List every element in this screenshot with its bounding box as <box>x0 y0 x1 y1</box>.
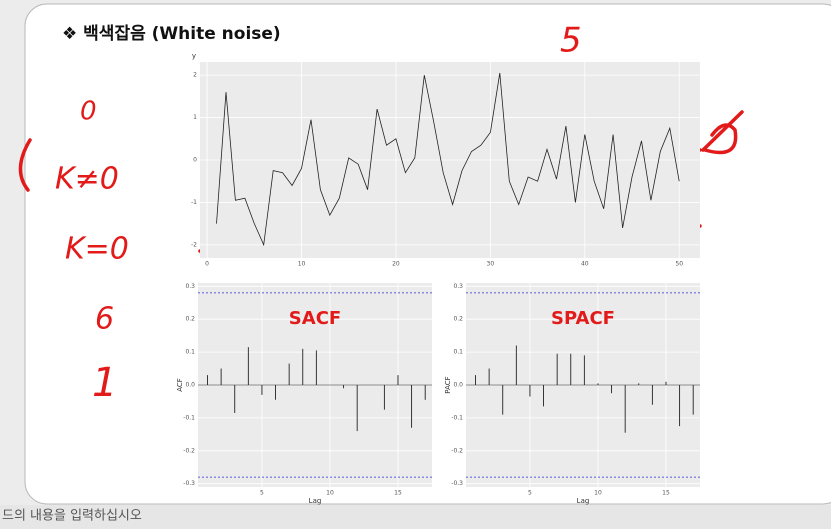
x-tick-label: 0 <box>205 261 209 268</box>
y-tick-label: -0.2 <box>451 447 463 454</box>
x-tick-label: 30 <box>487 261 495 268</box>
y-tick-label: 0.1 <box>185 349 195 356</box>
x-tick-label: 50 <box>675 261 683 268</box>
y-tick-label: -0.3 <box>183 480 195 487</box>
footer: 드의 내용을 입력하십시오 <box>2 509 142 524</box>
overlay-label: SPACF <box>551 308 615 329</box>
x-tick-label: 40 <box>581 261 589 268</box>
annotation: 1 <box>92 360 117 406</box>
x-tick-label: 5 <box>260 490 264 497</box>
y-axis-label: ACF <box>176 378 184 392</box>
line-series <box>216 72 680 247</box>
overlay-label: SACF <box>289 308 341 329</box>
y-tick-label: 0.0 <box>185 382 195 389</box>
y-tick-label: -0.3 <box>451 480 463 487</box>
y-tick-label: 0.2 <box>453 316 463 323</box>
annotation: 6 <box>95 302 114 337</box>
y-tick-label: 0.2 <box>185 316 195 323</box>
x-tick-label: 10 <box>298 261 306 268</box>
x-tick-label: 5 <box>528 490 532 497</box>
annotation: 0 <box>80 97 97 127</box>
x-tick-label: 15 <box>394 490 402 497</box>
x-tick-label: 10 <box>326 490 334 497</box>
slide-title: ❖ 백색잡음 (White noise) <box>62 24 281 44</box>
y-tick-label: 0.1 <box>453 349 463 356</box>
y-tick-label: 0 <box>193 157 197 164</box>
x-tick-label: 15 <box>662 490 670 497</box>
y-tick-label: 0.0 <box>453 382 463 389</box>
y-tick-label: 1 <box>193 114 197 121</box>
annotation: 5 <box>560 21 582 61</box>
x-tick-label: 20 <box>392 261 400 268</box>
y-axis-label: PACF <box>444 376 452 393</box>
y-tick-label: -0.2 <box>183 447 195 454</box>
y-tick-label: -2 <box>191 241 197 248</box>
x-tick-label: 10 <box>594 490 602 497</box>
y-tick-label: -1 <box>191 199 197 206</box>
annotation: K=0 <box>65 232 129 267</box>
y-tick-label: 0.3 <box>185 283 195 290</box>
y-tick-label: 0.3 <box>453 283 463 290</box>
y-tick-label: 2 <box>193 72 197 79</box>
y-tick-label: -0.1 <box>451 414 463 421</box>
annotation: K≠0 <box>55 162 119 197</box>
y-axis-label: y <box>192 52 196 60</box>
x-axis-label: Lag <box>309 497 322 505</box>
y-tick-label: -0.1 <box>183 414 195 421</box>
x-axis-label: Lag <box>577 497 590 505</box>
